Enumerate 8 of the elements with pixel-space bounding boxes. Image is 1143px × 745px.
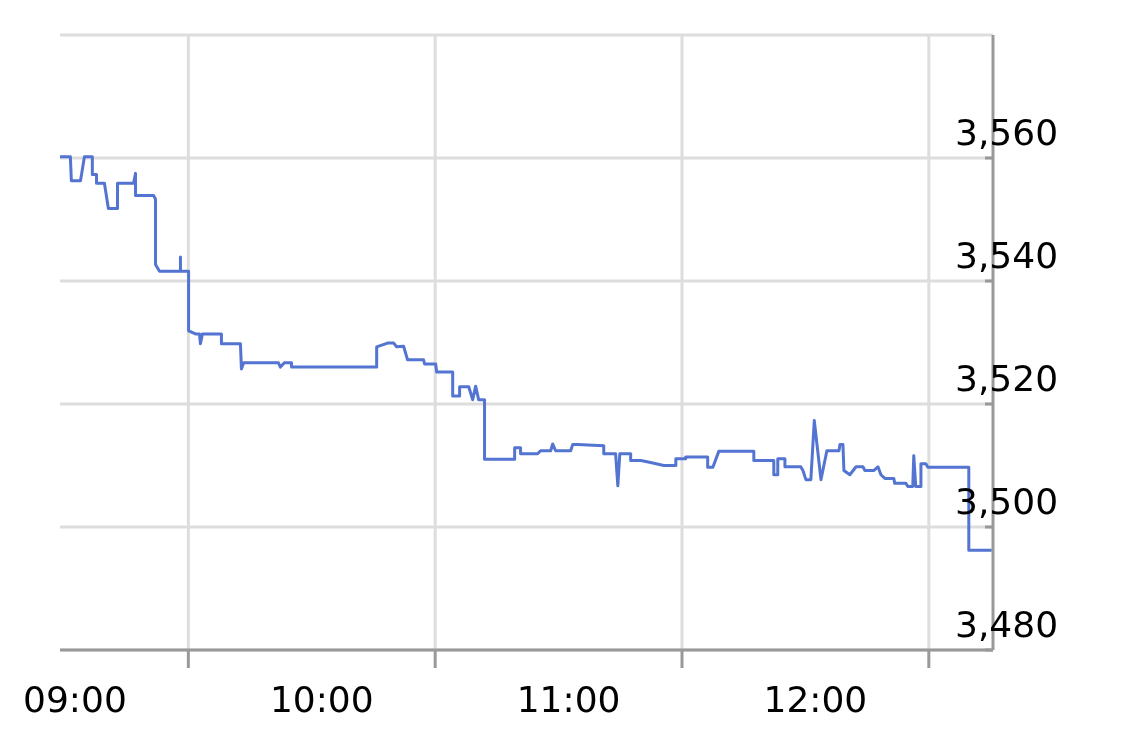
x-tick-label: 12:00 xyxy=(763,679,868,720)
y-tick-label: 3,540 xyxy=(955,235,1059,276)
y-tick-label: 3,560 xyxy=(955,112,1059,153)
x-tick-label: 10:00 xyxy=(269,679,374,720)
x-tick-label: 09:00 xyxy=(23,679,127,720)
x-tick-label: 11:00 xyxy=(516,679,621,720)
y-tick-label: 3,520 xyxy=(955,358,1059,399)
y-tick-label: 3,480 xyxy=(955,604,1059,645)
